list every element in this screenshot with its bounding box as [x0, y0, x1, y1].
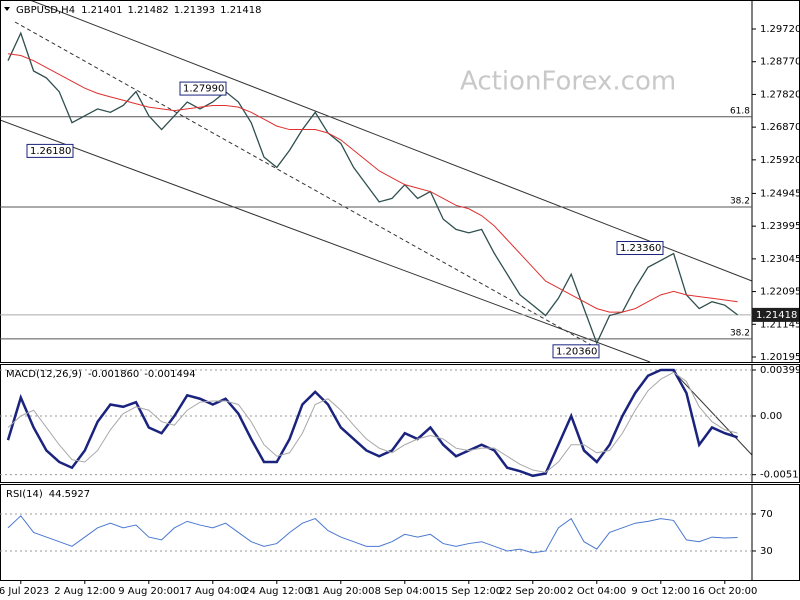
annotation-label: 1.20360 [556, 346, 597, 357]
trend-line [0, 119, 651, 363]
y-tick-label: 1.21145 [760, 319, 800, 330]
panel-title: RSI(14) [6, 489, 43, 500]
y-tick-label: 1.23045 [760, 254, 800, 265]
y-tick-label: 30 [760, 546, 773, 557]
y-tick-label: 1.24945 [760, 188, 800, 199]
y-tick-label: 0.00 [760, 411, 782, 422]
x-tick-label: 22 Sep 20:00 [499, 586, 566, 597]
x-tick-label: 17 Aug 04:00 [179, 586, 246, 597]
y-tick-label: 0.003999 [760, 365, 800, 376]
annotation-label: 1.26180 [30, 146, 71, 157]
panel-frame [0, 484, 800, 581]
level-label: 38.2 [730, 197, 750, 207]
readout-value: -0.001494 [144, 369, 195, 380]
x-tick-label: 15 Sep 12:00 [435, 586, 502, 597]
level-label: 38.2 [730, 328, 750, 338]
x-tick-label: 2 Oct 04:00 [567, 586, 626, 597]
annotation-label: 1.27990 [183, 84, 224, 95]
x-tick-label: 9 Aug 20:00 [118, 586, 179, 597]
panel-title: GBPUSD,H4 [16, 5, 75, 16]
y-tick-label: 1.23995 [760, 221, 800, 232]
x-tick-label: 16 Oct 20:00 [692, 586, 757, 597]
last-price-box [752, 307, 799, 322]
readout-value: 1.21401 [81, 5, 122, 16]
y-tick-label: -0.005103 [760, 470, 800, 481]
series-line [6, 368, 738, 478]
series-line [7, 515, 738, 554]
series-line [7, 53, 738, 313]
trend-line [671, 369, 753, 456]
series-line [7, 31, 738, 345]
x-tick-label: 24 Aug 12:00 [243, 586, 310, 597]
x-tick-label: 2 Aug 12:00 [54, 586, 115, 597]
y-tick-label: 70 [760, 509, 773, 520]
readout-value: -0.001860 [88, 369, 139, 380]
last-price-label: 1.21418 [756, 310, 797, 321]
y-tick-label: 1.27820 [760, 89, 800, 100]
readout-value: 1.21482 [127, 5, 168, 16]
level-label: 61.8 [730, 106, 750, 116]
annotation-box [616, 241, 664, 256]
watermark: ActionForex.com [460, 67, 676, 97]
y-tick-label: 1.29720 [760, 24, 800, 35]
x-tick-label: 26 Jul 2023 [0, 586, 49, 597]
y-tick-label: 1.20195 [760, 352, 800, 363]
panel-title: MACD(12,26,9) [6, 369, 82, 380]
x-tick-label: 9 Oct 12:00 [631, 586, 690, 597]
annotation-label: 1.23360 [620, 243, 661, 254]
readout-value: 1.21393 [174, 5, 215, 16]
y-tick-label: 1.28770 [760, 57, 800, 68]
annotation-box [26, 143, 74, 158]
annotation-box [552, 344, 600, 359]
trend-line [29, 0, 753, 282]
y-tick-label: 1.25920 [760, 155, 800, 166]
y-tick-label: 1.26870 [760, 122, 800, 133]
readout-value: 44.5927 [49, 489, 90, 500]
series-line [7, 371, 738, 473]
y-tick-label: 1.22095 [760, 287, 800, 298]
annotation-box [179, 81, 227, 96]
x-tick-label: 31 Aug 20:00 [307, 586, 374, 597]
x-tick-label: 8 Sep 04:00 [375, 586, 435, 597]
menu-icon [4, 7, 10, 11]
readout-value: 1.21418 [220, 5, 261, 16]
